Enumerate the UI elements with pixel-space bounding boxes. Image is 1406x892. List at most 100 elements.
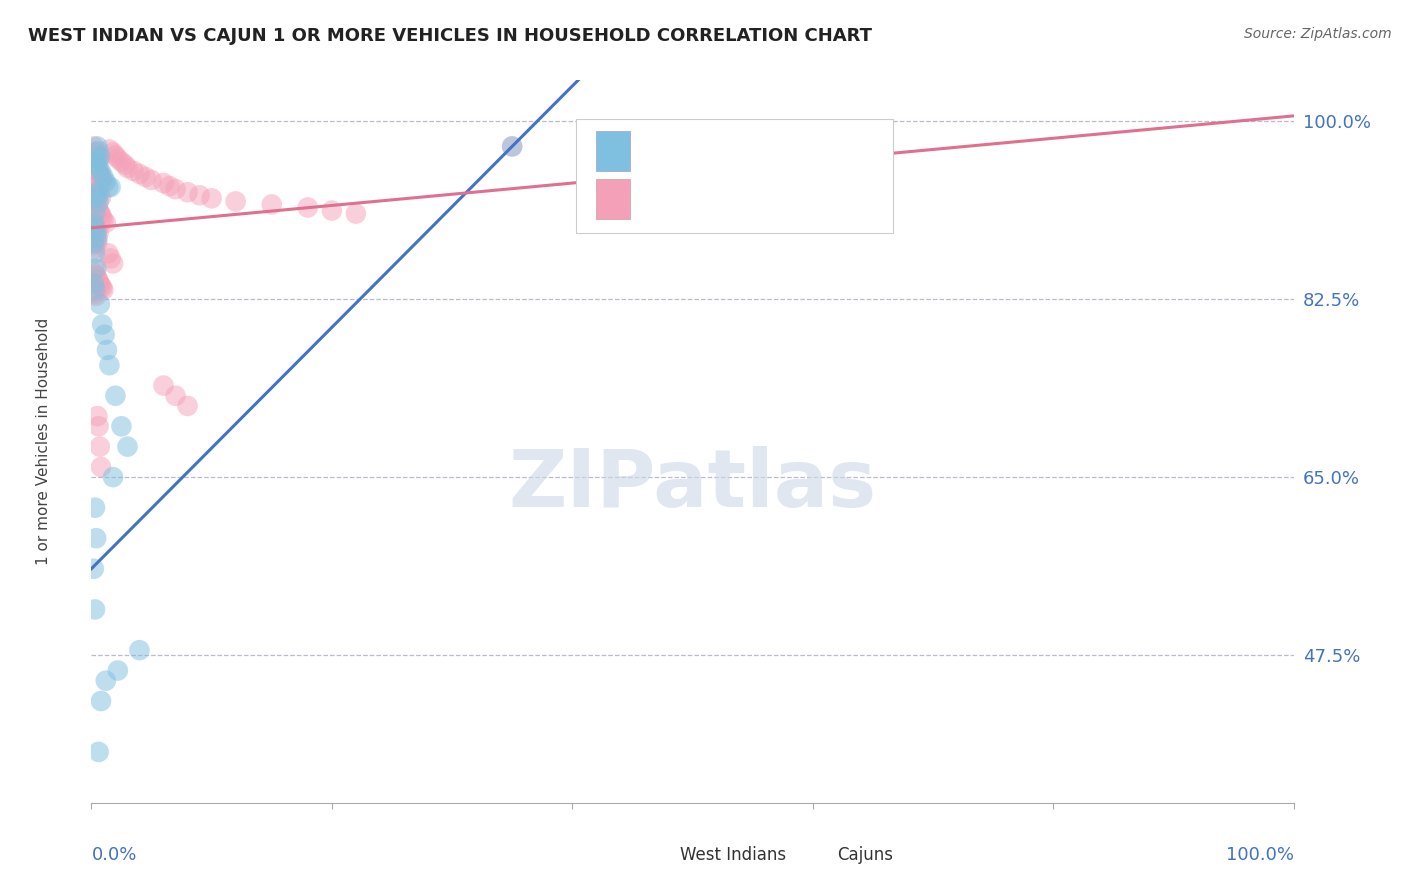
FancyBboxPatch shape [807, 830, 837, 857]
Point [90, 165, 112, 179]
Point [87, 145, 110, 159]
Text: 0.0%: 0.0% [91, 847, 136, 864]
Point [87, 274, 110, 288]
Point [89, 150, 111, 164]
Text: ZIPatlas: ZIPatlas [509, 446, 876, 524]
Text: N = 85: N = 85 [754, 194, 817, 212]
Point [84, 160, 107, 174]
Point [501, 139, 523, 153]
Point [114, 158, 136, 172]
Point [89, 297, 111, 311]
Point [83, 154, 105, 169]
Point [100, 180, 122, 194]
Point [100, 252, 122, 266]
Point [152, 378, 174, 392]
Text: N = 44: N = 44 [754, 145, 817, 163]
Point [87, 195, 110, 210]
Point [260, 197, 283, 211]
Point [97, 180, 120, 194]
Point [90, 169, 112, 184]
Point [84, 602, 107, 616]
Point [87, 160, 110, 174]
Point [83, 236, 105, 251]
Point [84, 261, 107, 276]
Point [84, 177, 107, 191]
Point [117, 440, 139, 454]
Point [141, 173, 163, 187]
Point [93, 175, 115, 189]
Point [89, 187, 111, 202]
Text: Source: ZipAtlas.com: Source: ZipAtlas.com [1244, 27, 1392, 41]
Point [98, 358, 121, 372]
Point [84, 205, 107, 219]
Point [84, 289, 107, 303]
Point [84, 226, 107, 240]
Text: 1 or more Vehicles in Household: 1 or more Vehicles in Household [35, 318, 51, 566]
Point [86, 231, 108, 245]
Point [87, 203, 110, 218]
Point [91, 318, 114, 332]
Point [104, 148, 127, 162]
Point [86, 183, 108, 197]
Point [188, 188, 211, 202]
Point [84, 531, 107, 545]
Point [101, 256, 124, 270]
Point [90, 208, 112, 222]
Text: WEST INDIAN VS CAJUN 1 OR MORE VEHICLES IN HOUSEHOLD CORRELATION CHART: WEST INDIAN VS CAJUN 1 OR MORE VEHICLES … [28, 27, 872, 45]
Point [83, 194, 105, 208]
Point [87, 165, 110, 179]
Point [101, 145, 124, 160]
Point [90, 278, 112, 293]
Point [86, 139, 108, 153]
Point [84, 287, 107, 301]
Point [87, 185, 110, 199]
Point [84, 180, 107, 194]
Point [90, 460, 112, 475]
Point [84, 146, 107, 161]
Point [201, 191, 224, 205]
Point [84, 220, 107, 235]
Point [89, 167, 111, 181]
Point [84, 187, 107, 202]
Point [87, 419, 110, 434]
Point [84, 219, 107, 233]
Point [93, 213, 115, 227]
Point [107, 152, 129, 166]
Point [94, 175, 117, 189]
Point [84, 246, 107, 260]
Point [83, 238, 105, 252]
Point [84, 220, 107, 235]
Point [83, 139, 105, 153]
Point [84, 157, 107, 171]
Point [176, 185, 198, 199]
Point [225, 194, 247, 209]
Point [344, 206, 367, 220]
Point [96, 343, 118, 357]
Text: Cajuns: Cajuns [837, 847, 893, 864]
Point [101, 470, 124, 484]
Point [84, 231, 107, 245]
Text: 100.0%: 100.0% [1226, 847, 1294, 864]
Point [159, 179, 181, 194]
Point [84, 234, 107, 248]
Point [93, 327, 115, 342]
Point [91, 211, 114, 225]
Point [128, 167, 150, 181]
Point [83, 562, 105, 576]
Point [84, 185, 107, 199]
Point [104, 389, 127, 403]
Point [86, 409, 108, 423]
Point [86, 271, 108, 285]
Point [128, 643, 150, 657]
Point [84, 195, 107, 210]
Text: R = 0.182: R = 0.182 [645, 194, 735, 212]
Point [107, 664, 129, 678]
FancyBboxPatch shape [596, 179, 630, 219]
Point [86, 190, 108, 204]
Point [83, 277, 105, 291]
Point [86, 236, 108, 251]
Point [117, 161, 139, 175]
Point [110, 419, 132, 434]
Point [89, 277, 111, 291]
Point [297, 201, 319, 215]
